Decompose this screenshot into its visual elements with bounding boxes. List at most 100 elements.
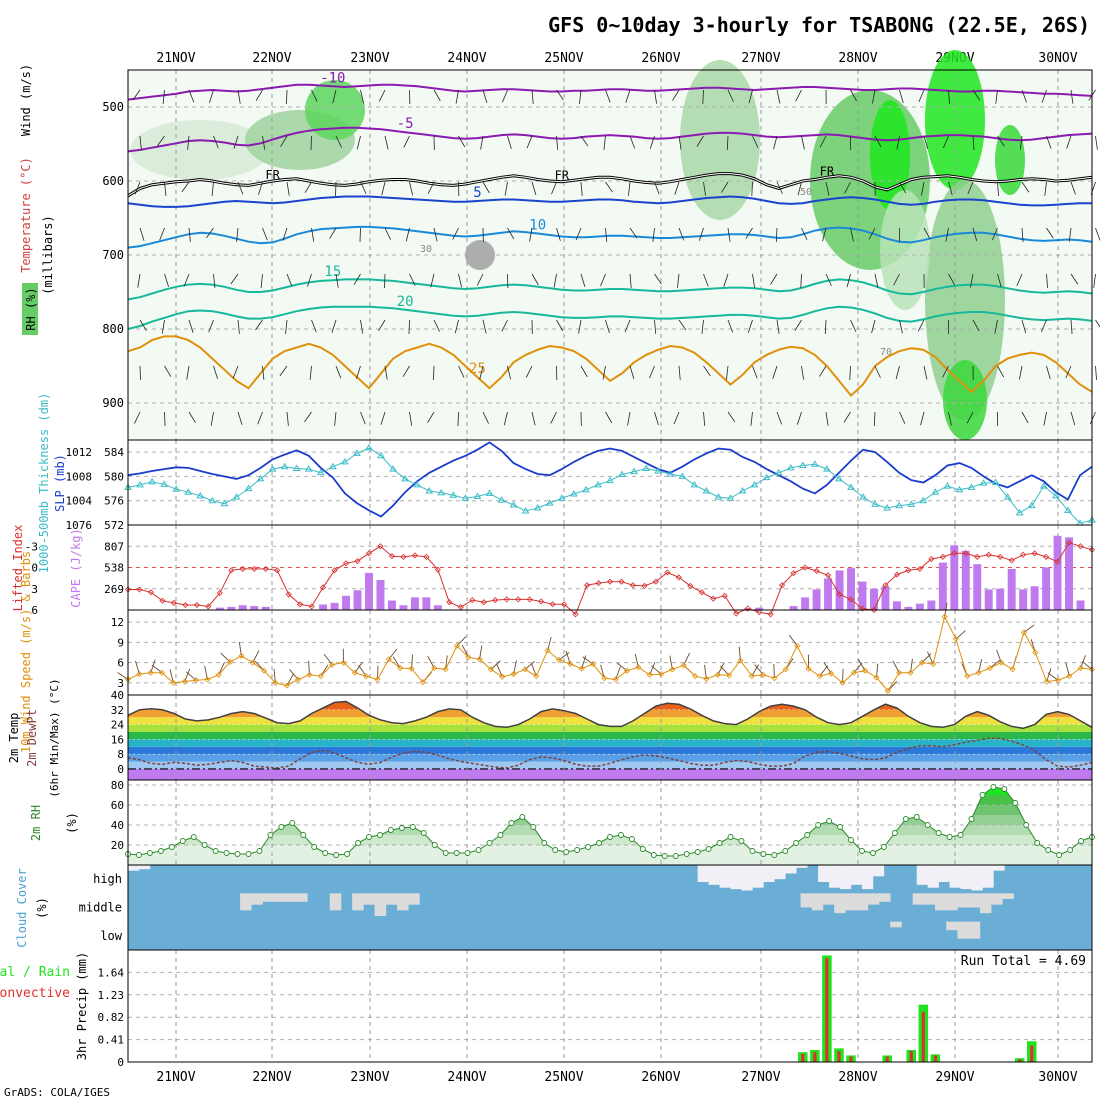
wind-speed-marker bbox=[555, 656, 563, 663]
upper-wind-barb bbox=[580, 273, 586, 288]
temperature-band-1 bbox=[128, 761, 1092, 769]
lifted-index-marker bbox=[813, 567, 820, 575]
upper-wind-barb bbox=[209, 89, 214, 103]
rh-marker bbox=[278, 824, 285, 830]
cloud-cell-high bbox=[960, 865, 972, 890]
thickness-marker bbox=[220, 499, 229, 507]
temperature-band-0 bbox=[128, 768, 1092, 780]
upper-wind-barb bbox=[137, 273, 141, 288]
rh-marker bbox=[552, 847, 559, 853]
rh-marker bbox=[1078, 838, 1084, 844]
lifted-index-marker bbox=[526, 596, 533, 603]
cloud-cell-high bbox=[774, 865, 786, 880]
upper-wind-barb bbox=[230, 273, 239, 285]
lifted-index-marker bbox=[538, 598, 545, 605]
upper-wind-barb bbox=[917, 319, 925, 332]
upper-wind-barb bbox=[772, 365, 778, 379]
rh-marker bbox=[913, 814, 920, 820]
wind-speed-marker bbox=[612, 676, 619, 683]
upper-air-panel: 500 600 700 800 900 -10 -5 5 10 15 20 25 FR FR FR 30 50 7… bbox=[19, 50, 1100, 441]
thickness-marker bbox=[762, 473, 771, 481]
lifted-index-marker bbox=[503, 596, 510, 603]
thickness-marker bbox=[461, 494, 470, 501]
upper-wind-barb bbox=[948, 273, 956, 286]
cape-bar bbox=[743, 608, 752, 610]
cape-bar bbox=[1030, 586, 1039, 610]
upper-wind-barb bbox=[531, 89, 534, 104]
upper-wind-barb bbox=[409, 181, 413, 196]
cape-bar bbox=[996, 588, 1005, 610]
rh-tick-0: 20 bbox=[111, 839, 124, 852]
upper-wind-barb bbox=[479, 365, 484, 380]
lifted-index-marker bbox=[515, 596, 522, 603]
upper-wind-barb bbox=[164, 411, 166, 426]
precip-panel: 0 0.41 0.82 1.23 1.64 Run Total = 4.69 Total /… bbox=[0, 949, 1093, 1069]
cape-tick-2: 269 bbox=[104, 583, 124, 596]
wind-speed-marker bbox=[476, 656, 483, 663]
cape-bar bbox=[984, 589, 993, 610]
rh-marker bbox=[300, 832, 307, 838]
wind-speed-marker bbox=[578, 665, 585, 672]
temperature-band-8 bbox=[128, 709, 1092, 718]
temperature-line bbox=[127, 700, 1093, 730]
upper-wind-barb bbox=[843, 411, 851, 423]
thickness-marker bbox=[726, 494, 735, 501]
lifted-index-marker bbox=[400, 553, 407, 560]
cape-axis-label: CAPE (J/kg) bbox=[69, 528, 83, 607]
thickness-marker bbox=[425, 487, 434, 494]
upper-wind-barb bbox=[923, 135, 929, 150]
thickness-marker bbox=[328, 462, 337, 470]
upper-wind-barb bbox=[654, 411, 659, 426]
cloud-cell-middle bbox=[834, 893, 846, 914]
bottom-date-label-4: 25NOV bbox=[544, 1070, 583, 1085]
cloud-cell-middle bbox=[879, 893, 891, 902]
top-date-label-9: 30NOV bbox=[1038, 51, 1077, 66]
lifted-index-marker bbox=[354, 558, 361, 565]
wind-speed-marker bbox=[351, 669, 358, 676]
rh-marker bbox=[935, 830, 942, 836]
lifted-index-marker bbox=[790, 570, 797, 577]
upper-wind-barb bbox=[262, 135, 266, 150]
temperature-band-9 bbox=[128, 702, 1092, 710]
wind-barb bbox=[788, 634, 798, 647]
upper-wind-barb bbox=[899, 319, 903, 334]
upper-wind-barb bbox=[134, 411, 141, 424]
temp-contour-label-4: 15 bbox=[324, 264, 341, 280]
cape-bar bbox=[410, 597, 419, 610]
lifted-index-marker bbox=[870, 606, 878, 614]
upper-wind-barb bbox=[507, 135, 512, 150]
wind-axis-label: 10m Wind Speed (m/s) & Barbs bbox=[19, 551, 33, 753]
thickness-marker bbox=[943, 482, 952, 489]
thickness-marker bbox=[859, 493, 867, 500]
rh-marker bbox=[979, 792, 986, 798]
upper-wind-barb bbox=[280, 135, 288, 147]
thickness-marker bbox=[473, 492, 482, 499]
cloud-cell-high bbox=[938, 865, 950, 882]
upper-wind-barb bbox=[452, 227, 459, 240]
wind-speed-marker bbox=[601, 675, 608, 682]
thickness-marker bbox=[750, 480, 759, 488]
freezing-level-label-1: FR bbox=[555, 169, 570, 183]
lifted-index-marker bbox=[308, 603, 315, 610]
upper-wind-barb bbox=[868, 227, 876, 240]
thickness-line bbox=[127, 447, 1093, 524]
upper-wind-barb bbox=[872, 89, 876, 104]
rh-band-0 bbox=[128, 845, 1092, 865]
pressure-tick-0: 500 bbox=[102, 100, 124, 114]
upper-wind-barb bbox=[213, 273, 216, 288]
cape-bar bbox=[1019, 589, 1028, 610]
slp-tick-1: 1008 bbox=[66, 470, 93, 483]
upper-wind-barb bbox=[525, 365, 533, 378]
lifted-index-marker bbox=[675, 574, 682, 581]
rh-tick-3: 80 bbox=[111, 779, 124, 792]
thickness-marker bbox=[244, 484, 253, 492]
lifted-index-marker bbox=[859, 605, 866, 612]
upper-wind-barb bbox=[1046, 365, 1051, 380]
upper-wind-barb bbox=[801, 135, 805, 150]
rh-region-4 bbox=[680, 60, 760, 220]
wind-speed-marker bbox=[986, 664, 993, 672]
upper-wind-barb bbox=[948, 181, 953, 196]
precip-convective-bar bbox=[1018, 1059, 1022, 1062]
cloud-cell-high bbox=[927, 865, 939, 888]
